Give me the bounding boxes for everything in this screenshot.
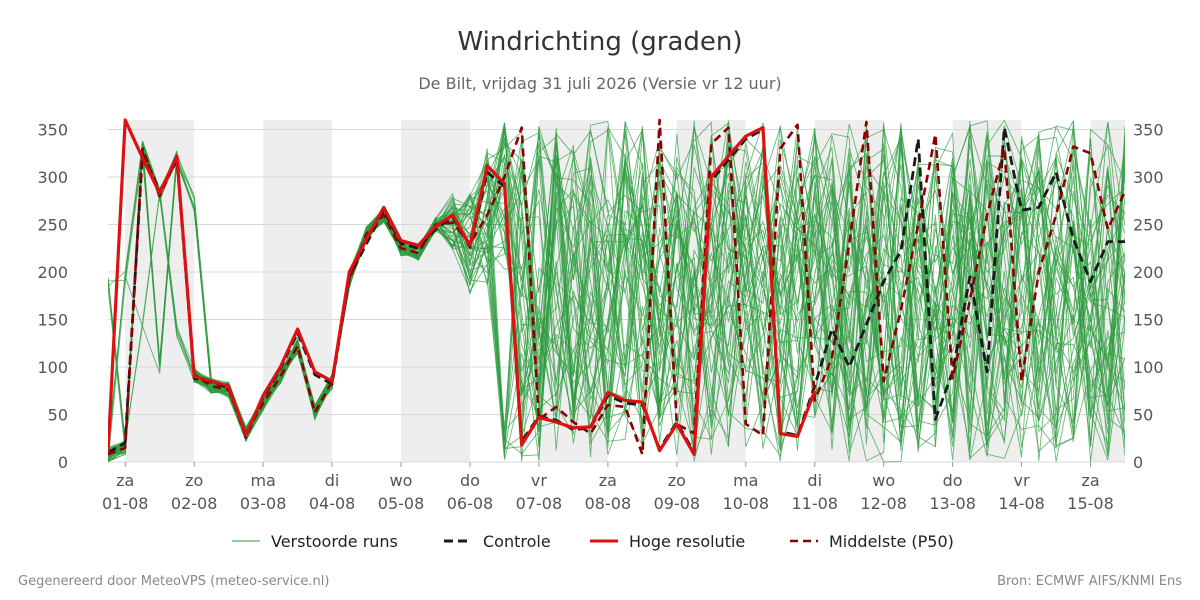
series-line-median xyxy=(108,118,1125,456)
member-run-48 xyxy=(108,125,1125,454)
y-tick-right-50: 50 xyxy=(1133,406,1153,425)
y-tick-right-350: 350 xyxy=(1133,121,1164,140)
x-tick-day-5: do xyxy=(460,471,480,490)
series-line-hires xyxy=(108,118,817,456)
day-band-1 xyxy=(263,120,333,462)
x-tick-day-9: ma xyxy=(733,471,758,490)
y-tick-left-100: 100 xyxy=(37,358,68,377)
x-tick-date-1: 02-08 xyxy=(171,494,218,513)
x-tick-date-6: 07-08 xyxy=(516,494,563,513)
x-tick-day-7: za xyxy=(599,471,617,490)
x-tick-day-13: vr xyxy=(1014,471,1030,490)
y-tick-left-300: 300 xyxy=(37,168,68,187)
x-tick-day-12: do xyxy=(943,471,963,490)
x-tick-day-11: wo xyxy=(872,471,895,490)
legend-label-median: Middelste (P50) xyxy=(829,532,954,551)
x-tick-date-12: 13-08 xyxy=(929,494,976,513)
footer-right: Bron: ECMWF AIFS/KNMI Ens xyxy=(997,574,1182,589)
x-tick-date-3: 04-08 xyxy=(309,494,356,513)
x-tick-date-0: 01-08 xyxy=(102,494,149,513)
y-tick-right-200: 200 xyxy=(1133,263,1164,282)
legend: Verstoorde runs Controle Hoge resolutie Mid… xyxy=(232,532,954,551)
chart-title: Windrichting (graden) xyxy=(457,27,742,57)
main-series xyxy=(108,118,1125,456)
member-run-42 xyxy=(108,126,1125,455)
x-tick-date-9: 10-08 xyxy=(723,494,770,513)
x-axis: za 01-08 zo 02-08 ma 03-08 di 04-08 wo 05-08 do 06-… xyxy=(102,462,1114,513)
x-tick-day-1: zo xyxy=(185,471,203,490)
x-tick-date-10: 11-08 xyxy=(791,494,838,513)
chart-subtitle: De Bilt, vrijdag 31 juli 2026 (Versie vr… xyxy=(418,74,781,93)
x-tick-day-8: zo xyxy=(668,471,686,490)
x-tick-date-4: 05-08 xyxy=(378,494,425,513)
x-tick-date-8: 09-08 xyxy=(654,494,701,513)
x-tick-day-14: za xyxy=(1081,471,1099,490)
x-tick-day-10: di xyxy=(807,471,822,490)
y-axis-left: 0 50 100 150 200 250 300 350 xyxy=(37,121,68,473)
member-run-45 xyxy=(108,130,1125,442)
x-tick-day-2: ma xyxy=(250,471,275,490)
member-run-46 xyxy=(108,120,1125,462)
legend-label-hires: Hoge resolutie xyxy=(629,532,745,551)
x-tick-date-7: 08-08 xyxy=(585,494,632,513)
x-tick-date-2: 03-08 xyxy=(240,494,287,513)
x-tick-day-6: vr xyxy=(531,471,547,490)
x-tick-date-5: 06-08 xyxy=(447,494,494,513)
legend-label-control: Controle xyxy=(483,532,551,551)
y-tick-left-50: 50 xyxy=(48,406,68,425)
day-band-2 xyxy=(401,120,470,462)
x-tick-day-3: di xyxy=(325,471,340,490)
y-tick-right-0: 0 xyxy=(1133,453,1143,472)
legend-label-members: Verstoorde runs xyxy=(271,532,398,551)
x-tick-day-0: za xyxy=(116,471,134,490)
footer-left: Gegenereerd door MeteoVPS (meteo-service… xyxy=(18,574,329,589)
y-tick-left-150: 150 xyxy=(37,311,68,330)
y-tick-right-150: 150 xyxy=(1133,311,1164,330)
y-tick-left-200: 200 xyxy=(37,263,68,282)
x-tick-date-14: 15-08 xyxy=(1067,494,1114,513)
y-tick-left-350: 350 xyxy=(37,121,68,140)
y-axis-right: 0 50 100 150 200 250 300 350 xyxy=(1133,121,1164,473)
y-tick-right-250: 250 xyxy=(1133,216,1164,235)
y-tick-right-100: 100 xyxy=(1133,358,1164,377)
x-tick-date-11: 12-08 xyxy=(860,494,907,513)
y-tick-right-300: 300 xyxy=(1133,168,1164,187)
series-line-control xyxy=(108,126,1125,454)
x-tick-day-4: wo xyxy=(390,471,413,490)
y-tick-left-0: 0 xyxy=(58,453,68,472)
y-tick-left-250: 250 xyxy=(37,216,68,235)
x-tick-date-13: 14-08 xyxy=(998,494,1045,513)
